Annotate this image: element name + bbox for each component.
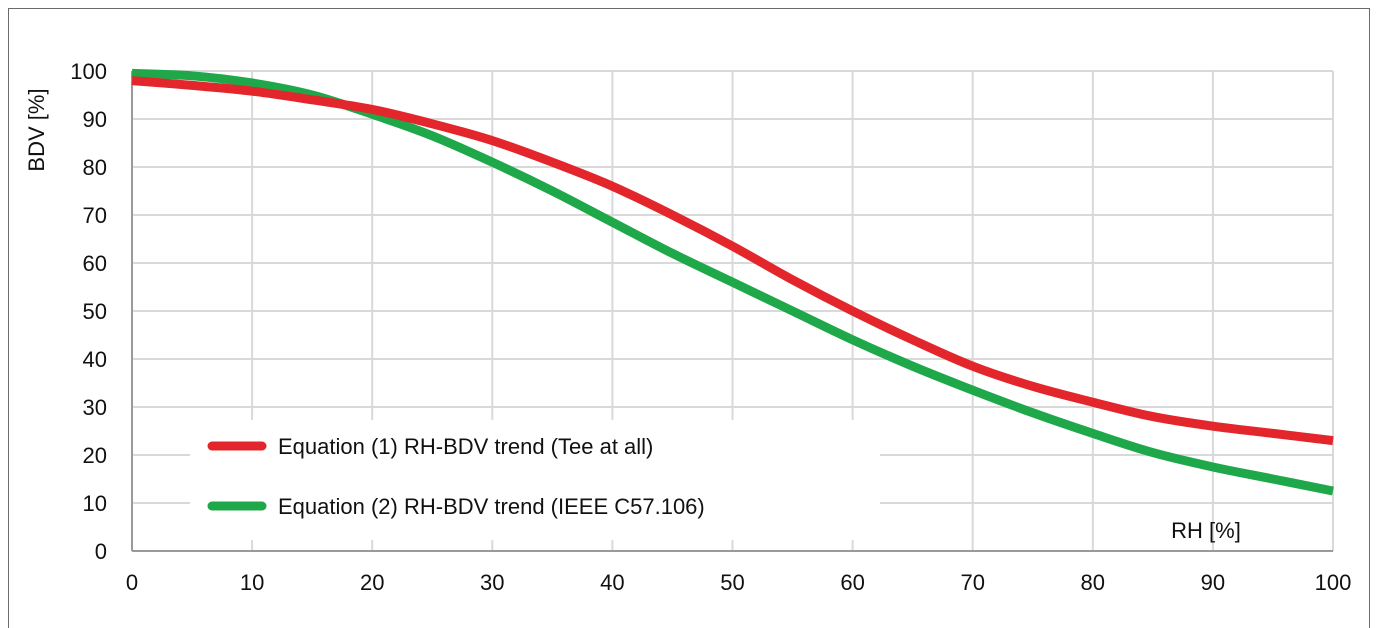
series-line-1	[131, 76, 1334, 446]
y-tick-label: 70	[83, 203, 107, 228]
y-tick-label: 100	[70, 59, 107, 84]
x-tick-label: 100	[1315, 570, 1352, 595]
x-axis-ticks: 0 10 20 30 40 50 60 70 80 90 100	[126, 570, 1351, 595]
x-tick-label: 80	[1081, 570, 1105, 595]
x-tick-label: 10	[240, 570, 264, 595]
line-chart: 0 10 20 30 40 50 60 70 80 90 100 0 10 20 30 40 50 60 70 80…	[24, 59, 1351, 595]
x-tick-label: 20	[360, 570, 384, 595]
y-tick-label: 60	[83, 251, 107, 276]
y-tick-label: 90	[83, 107, 107, 132]
y-tick-label: 80	[83, 155, 107, 180]
legend-background	[190, 420, 880, 540]
legend: Equation (1) RH-BDV trend (Tee at all) E…	[190, 420, 880, 540]
x-tick-label: 60	[840, 570, 864, 595]
y-tick-label: 20	[83, 443, 107, 468]
series-lines	[131, 68, 1334, 496]
y-tick-label: 40	[83, 347, 107, 372]
x-tick-label: 30	[480, 570, 504, 595]
x-axis-title: RH [%]	[1171, 518, 1241, 543]
legend-label-series-2: Equation (2) RH-BDV trend (IEEE C57.106)	[278, 494, 705, 519]
y-tick-label: 50	[83, 299, 107, 324]
figure-frame	[8, 8, 1370, 628]
y-axis-ticks: 0 10 20 30 40 50 60 70 80 90 100	[70, 59, 107, 564]
legend-label-series-1: Equation (1) RH-BDV trend (Tee at all)	[278, 434, 653, 459]
y-axis-title: BDV [%]	[24, 88, 49, 171]
y-tick-label: 10	[83, 491, 107, 516]
x-tick-label: 70	[960, 570, 984, 595]
y-tick-label: 30	[83, 395, 107, 420]
x-tick-label: 90	[1201, 570, 1225, 595]
x-tick-label: 50	[720, 570, 744, 595]
x-tick-label: 40	[600, 570, 624, 595]
y-tick-label: 0	[95, 539, 107, 564]
x-tick-label: 0	[126, 570, 138, 595]
